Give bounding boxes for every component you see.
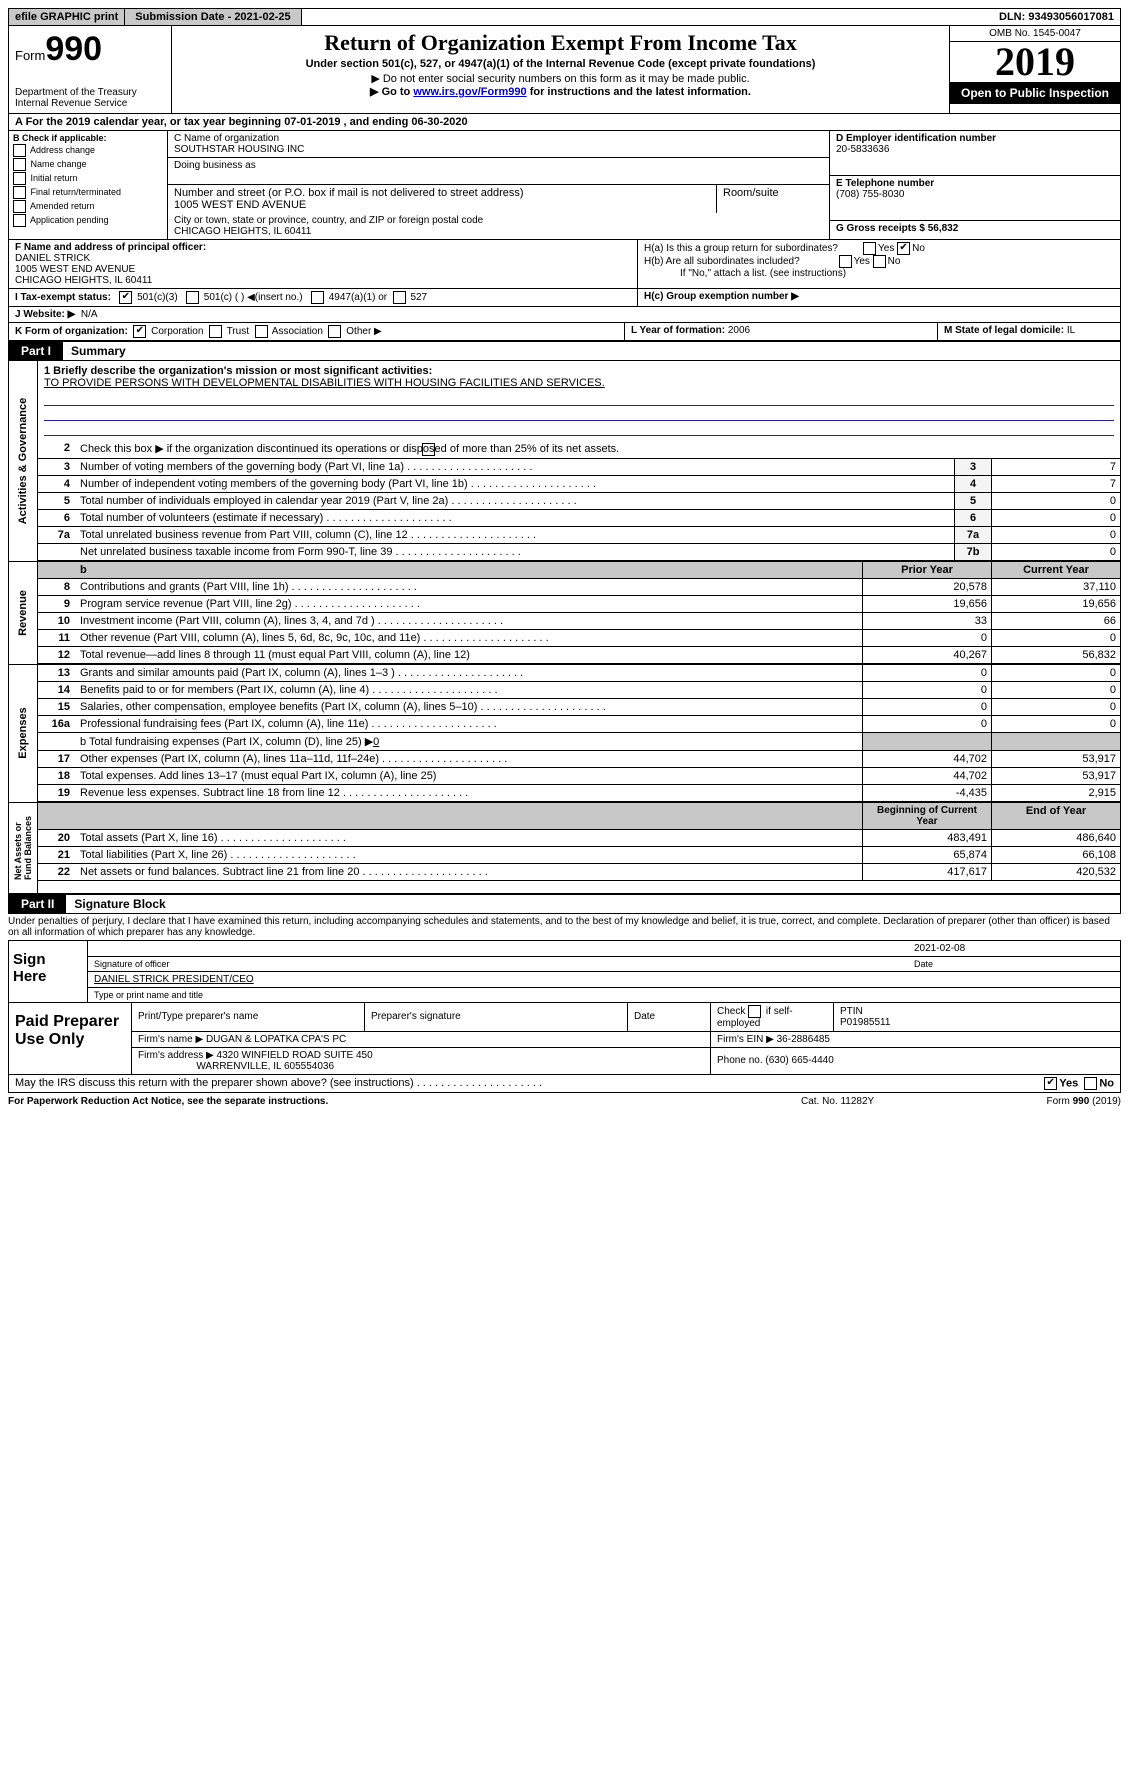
box-i: I Tax-exempt status: 501(c)(3) 501(c) ( … — [8, 289, 1121, 307]
vtab-governance: Activities & Governance — [9, 361, 38, 561]
gross-receipts: 56,832 — [928, 223, 959, 234]
firm-ein: 36-2886485 — [777, 1034, 830, 1045]
ein-value: 20-5833636 — [836, 144, 889, 155]
org-address: 1005 WEST END AVENUE — [174, 199, 710, 211]
org-name: SOUTHSTAR HOUSING INC — [174, 144, 823, 155]
firm-phone: (630) 665-4440 — [765, 1055, 833, 1066]
line-a: A For the 2019 calendar year, or tax yea… — [8, 114, 1121, 131]
officer-signed-name: DANIEL STRICK PRESIDENT/CEO — [94, 974, 1114, 985]
perjury-text: Under penalties of perjury, I declare th… — [8, 914, 1121, 940]
501c3-checkbox[interactable] — [119, 291, 132, 304]
box-j: J Website: ▶ N/A — [8, 307, 1121, 323]
top-bar: efile GRAPHIC print Submission Date - 20… — [8, 8, 1121, 26]
efile-label[interactable]: efile GRAPHIC print — [9, 9, 125, 25]
dept-label: Department of the Treasury Internal Reve… — [15, 87, 165, 109]
sign-here-block: Sign Here 2021-02-08 Signature of office… — [8, 940, 1121, 1003]
ptin-value: P01985511 — [840, 1017, 890, 1028]
officer-name: DANIEL STRICK — [15, 253, 90, 264]
part-1-header: Part I Summary — [8, 341, 1121, 361]
form-header: Form990 Department of the Treasury Inter… — [8, 26, 1121, 114]
paid-preparer-block: Paid Preparer Use Only Print/Type prepar… — [8, 1003, 1121, 1075]
year-formation: 2006 — [728, 325, 750, 336]
submission-date: Submission Date - 2021-02-25 — [125, 9, 301, 25]
form-note-1: ▶ Do not enter social security numbers o… — [182, 72, 939, 85]
mission-text: TO PROVIDE PERSONS WITH DEVELOPMENTAL DI… — [44, 377, 605, 389]
box-d-e-g: D Employer identification number 20-5833… — [829, 131, 1120, 239]
open-public-badge: Open to Public Inspection — [950, 82, 1120, 104]
state-domicile: IL — [1067, 325, 1075, 336]
vtab-net-assets: Net Assets or Fund Balances — [9, 803, 38, 893]
tax-year: 2019 — [950, 42, 1120, 82]
box-c: C Name of organization SOUTHSTAR HOUSING… — [168, 131, 829, 239]
firm-name: DUGAN & LOPATKA CPA'S PC — [206, 1034, 346, 1045]
vtab-expenses: Expenses — [9, 665, 38, 802]
footer: For Paperwork Reduction Act Notice, see … — [8, 1093, 1121, 1107]
ha-no-checkbox[interactable] — [897, 242, 910, 255]
vtab-revenue: Revenue — [9, 562, 38, 664]
expenses-table: 13Grants and similar amounts paid (Part … — [38, 665, 1120, 802]
entity-box: B Check if applicable: Address change Na… — [8, 131, 1121, 240]
discuss-yes-checkbox[interactable] — [1044, 1077, 1057, 1090]
box-f-h: F Name and address of principal officer:… — [8, 240, 1121, 289]
form-number: Form990 — [15, 30, 165, 69]
corp-checkbox[interactable] — [133, 325, 146, 338]
mission-label: 1 Briefly describe the organization's mi… — [44, 365, 432, 377]
part-2-header: Part II Signature Block — [8, 894, 1121, 914]
governance-table: 2Check this box ▶ if the organization di… — [38, 440, 1120, 561]
revenue-table: bPrior YearCurrent Year 8Contributions a… — [38, 562, 1120, 664]
form-title: Return of Organization Exempt From Incom… — [182, 30, 939, 56]
website-value: N/A — [81, 309, 98, 320]
irs-link[interactable]: www.irs.gov/Form990 — [413, 86, 526, 98]
form-note-2: ▶ Go to www.irs.gov/Form990 for instruct… — [182, 85, 939, 98]
dln-label: DLN: 93493056017081 — [993, 9, 1120, 25]
form-subtitle: Under section 501(c), 527, or 4947(a)(1)… — [182, 58, 939, 70]
box-b: B Check if applicable: Address change Na… — [9, 131, 168, 239]
org-city: CHICAGO HEIGHTS, IL 60411 — [174, 226, 823, 237]
discuss-row: May the IRS discuss this return with the… — [8, 1075, 1121, 1093]
net-assets-table: Beginning of Current YearEnd of Year 20T… — [38, 803, 1120, 881]
box-k-l-m: K Form of organization: Corporation Trus… — [8, 323, 1121, 341]
phone-value: (708) 755-8030 — [836, 189, 904, 200]
